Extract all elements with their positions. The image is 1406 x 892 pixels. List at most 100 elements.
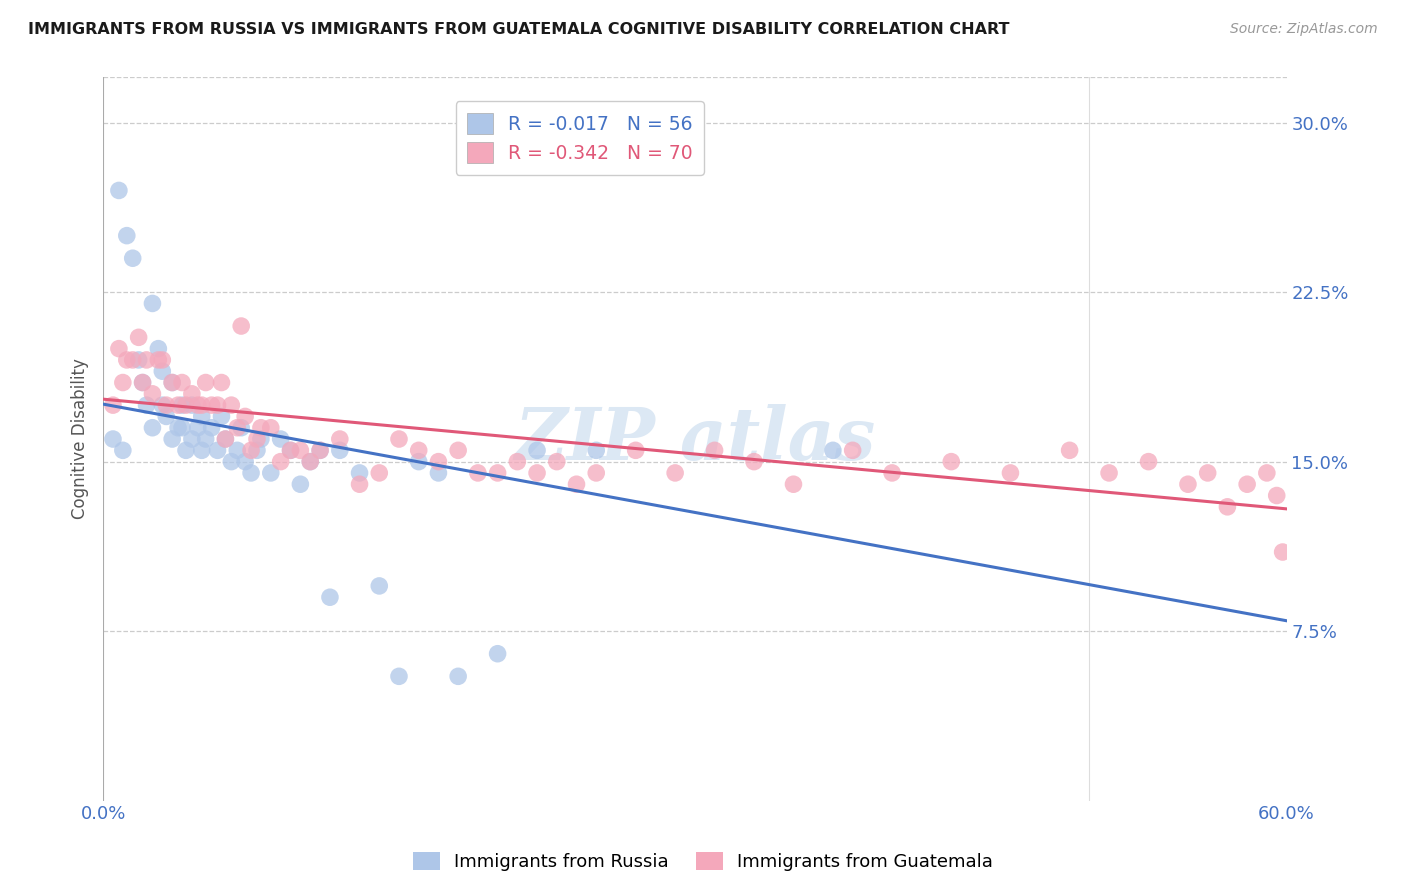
- Point: [201, 421, 224, 435]
- Point: [108, 183, 131, 197]
- Point: [1137, 455, 1160, 469]
- Point: [180, 387, 202, 401]
- Point: [108, 342, 131, 356]
- Point: [231, 319, 253, 334]
- Point: [150, 353, 173, 368]
- Point: [486, 466, 509, 480]
- Point: [180, 432, 202, 446]
- Point: [201, 398, 224, 412]
- Point: [280, 443, 302, 458]
- Point: [214, 432, 236, 446]
- Point: [174, 443, 197, 458]
- Point: [187, 398, 209, 412]
- Point: [246, 443, 269, 458]
- Point: [349, 466, 371, 480]
- Point: [141, 296, 163, 310]
- Point: [299, 455, 322, 469]
- Point: [880, 466, 903, 480]
- Point: [190, 409, 212, 424]
- Point: [368, 466, 391, 480]
- Point: [427, 455, 450, 469]
- Point: [167, 421, 190, 435]
- Point: [1177, 477, 1199, 491]
- Point: [194, 376, 217, 390]
- Point: [111, 443, 134, 458]
- Point: [941, 455, 963, 469]
- Point: [683, 138, 706, 153]
- Point: [467, 466, 489, 480]
- Point: [150, 398, 173, 412]
- Point: [233, 409, 256, 424]
- Point: [101, 398, 124, 412]
- Point: [167, 398, 190, 412]
- Point: [309, 443, 332, 458]
- Point: [585, 443, 607, 458]
- Point: [155, 409, 177, 424]
- Point: [388, 669, 411, 683]
- Text: IMMIGRANTS FROM RUSSIA VS IMMIGRANTS FROM GUATEMALA COGNITIVE DISABILITY CORRELA: IMMIGRANTS FROM RUSSIA VS IMMIGRANTS FRO…: [28, 22, 1010, 37]
- Point: [128, 353, 150, 368]
- Point: [1265, 489, 1288, 503]
- Point: [526, 443, 548, 458]
- Point: [194, 432, 217, 446]
- Point: [190, 443, 212, 458]
- Point: [280, 443, 302, 458]
- Point: [1197, 466, 1219, 480]
- Point: [207, 443, 229, 458]
- Point: [233, 455, 256, 469]
- Point: [1059, 443, 1081, 458]
- Legend: R = -0.017   N = 56, R = -0.342   N = 70: R = -0.017 N = 56, R = -0.342 N = 70: [456, 102, 704, 175]
- Point: [260, 421, 283, 435]
- Text: ZIP atlas: ZIP atlas: [515, 403, 876, 475]
- Point: [299, 455, 322, 469]
- Point: [190, 398, 212, 412]
- Point: [101, 432, 124, 446]
- Point: [447, 669, 470, 683]
- Point: [148, 353, 170, 368]
- Text: Source: ZipAtlas.com: Source: ZipAtlas.com: [1230, 22, 1378, 37]
- Point: [121, 252, 143, 266]
- Point: [246, 432, 269, 446]
- Point: [214, 432, 236, 446]
- Point: [148, 342, 170, 356]
- Point: [121, 353, 143, 368]
- Point: [319, 591, 342, 605]
- Point: [821, 443, 844, 458]
- Point: [211, 376, 233, 390]
- Point: [388, 432, 411, 446]
- Point: [309, 443, 332, 458]
- Point: [486, 647, 509, 661]
- Point: [565, 477, 588, 491]
- Point: [150, 364, 173, 378]
- Point: [427, 466, 450, 480]
- Point: [131, 376, 153, 390]
- Point: [170, 421, 193, 435]
- Point: [135, 353, 157, 368]
- Point: [1271, 545, 1294, 559]
- Point: [624, 443, 647, 458]
- Point: [155, 398, 177, 412]
- Point: [526, 466, 548, 480]
- Point: [226, 421, 249, 435]
- Point: [240, 466, 263, 480]
- Point: [187, 421, 209, 435]
- Point: [1216, 500, 1239, 514]
- Point: [170, 376, 193, 390]
- Point: [1256, 466, 1278, 480]
- Point: [174, 398, 197, 412]
- Point: [1236, 477, 1258, 491]
- Point: [211, 409, 233, 424]
- Point: [447, 443, 470, 458]
- Point: [290, 477, 312, 491]
- Point: [115, 353, 138, 368]
- Point: [131, 376, 153, 390]
- Point: [664, 466, 686, 480]
- Point: [329, 432, 352, 446]
- Point: [180, 398, 202, 412]
- Point: [368, 579, 391, 593]
- Y-axis label: Cognitive Disability: Cognitive Disability: [72, 359, 89, 519]
- Point: [260, 466, 283, 480]
- Point: [160, 376, 183, 390]
- Point: [290, 443, 312, 458]
- Point: [160, 376, 183, 390]
